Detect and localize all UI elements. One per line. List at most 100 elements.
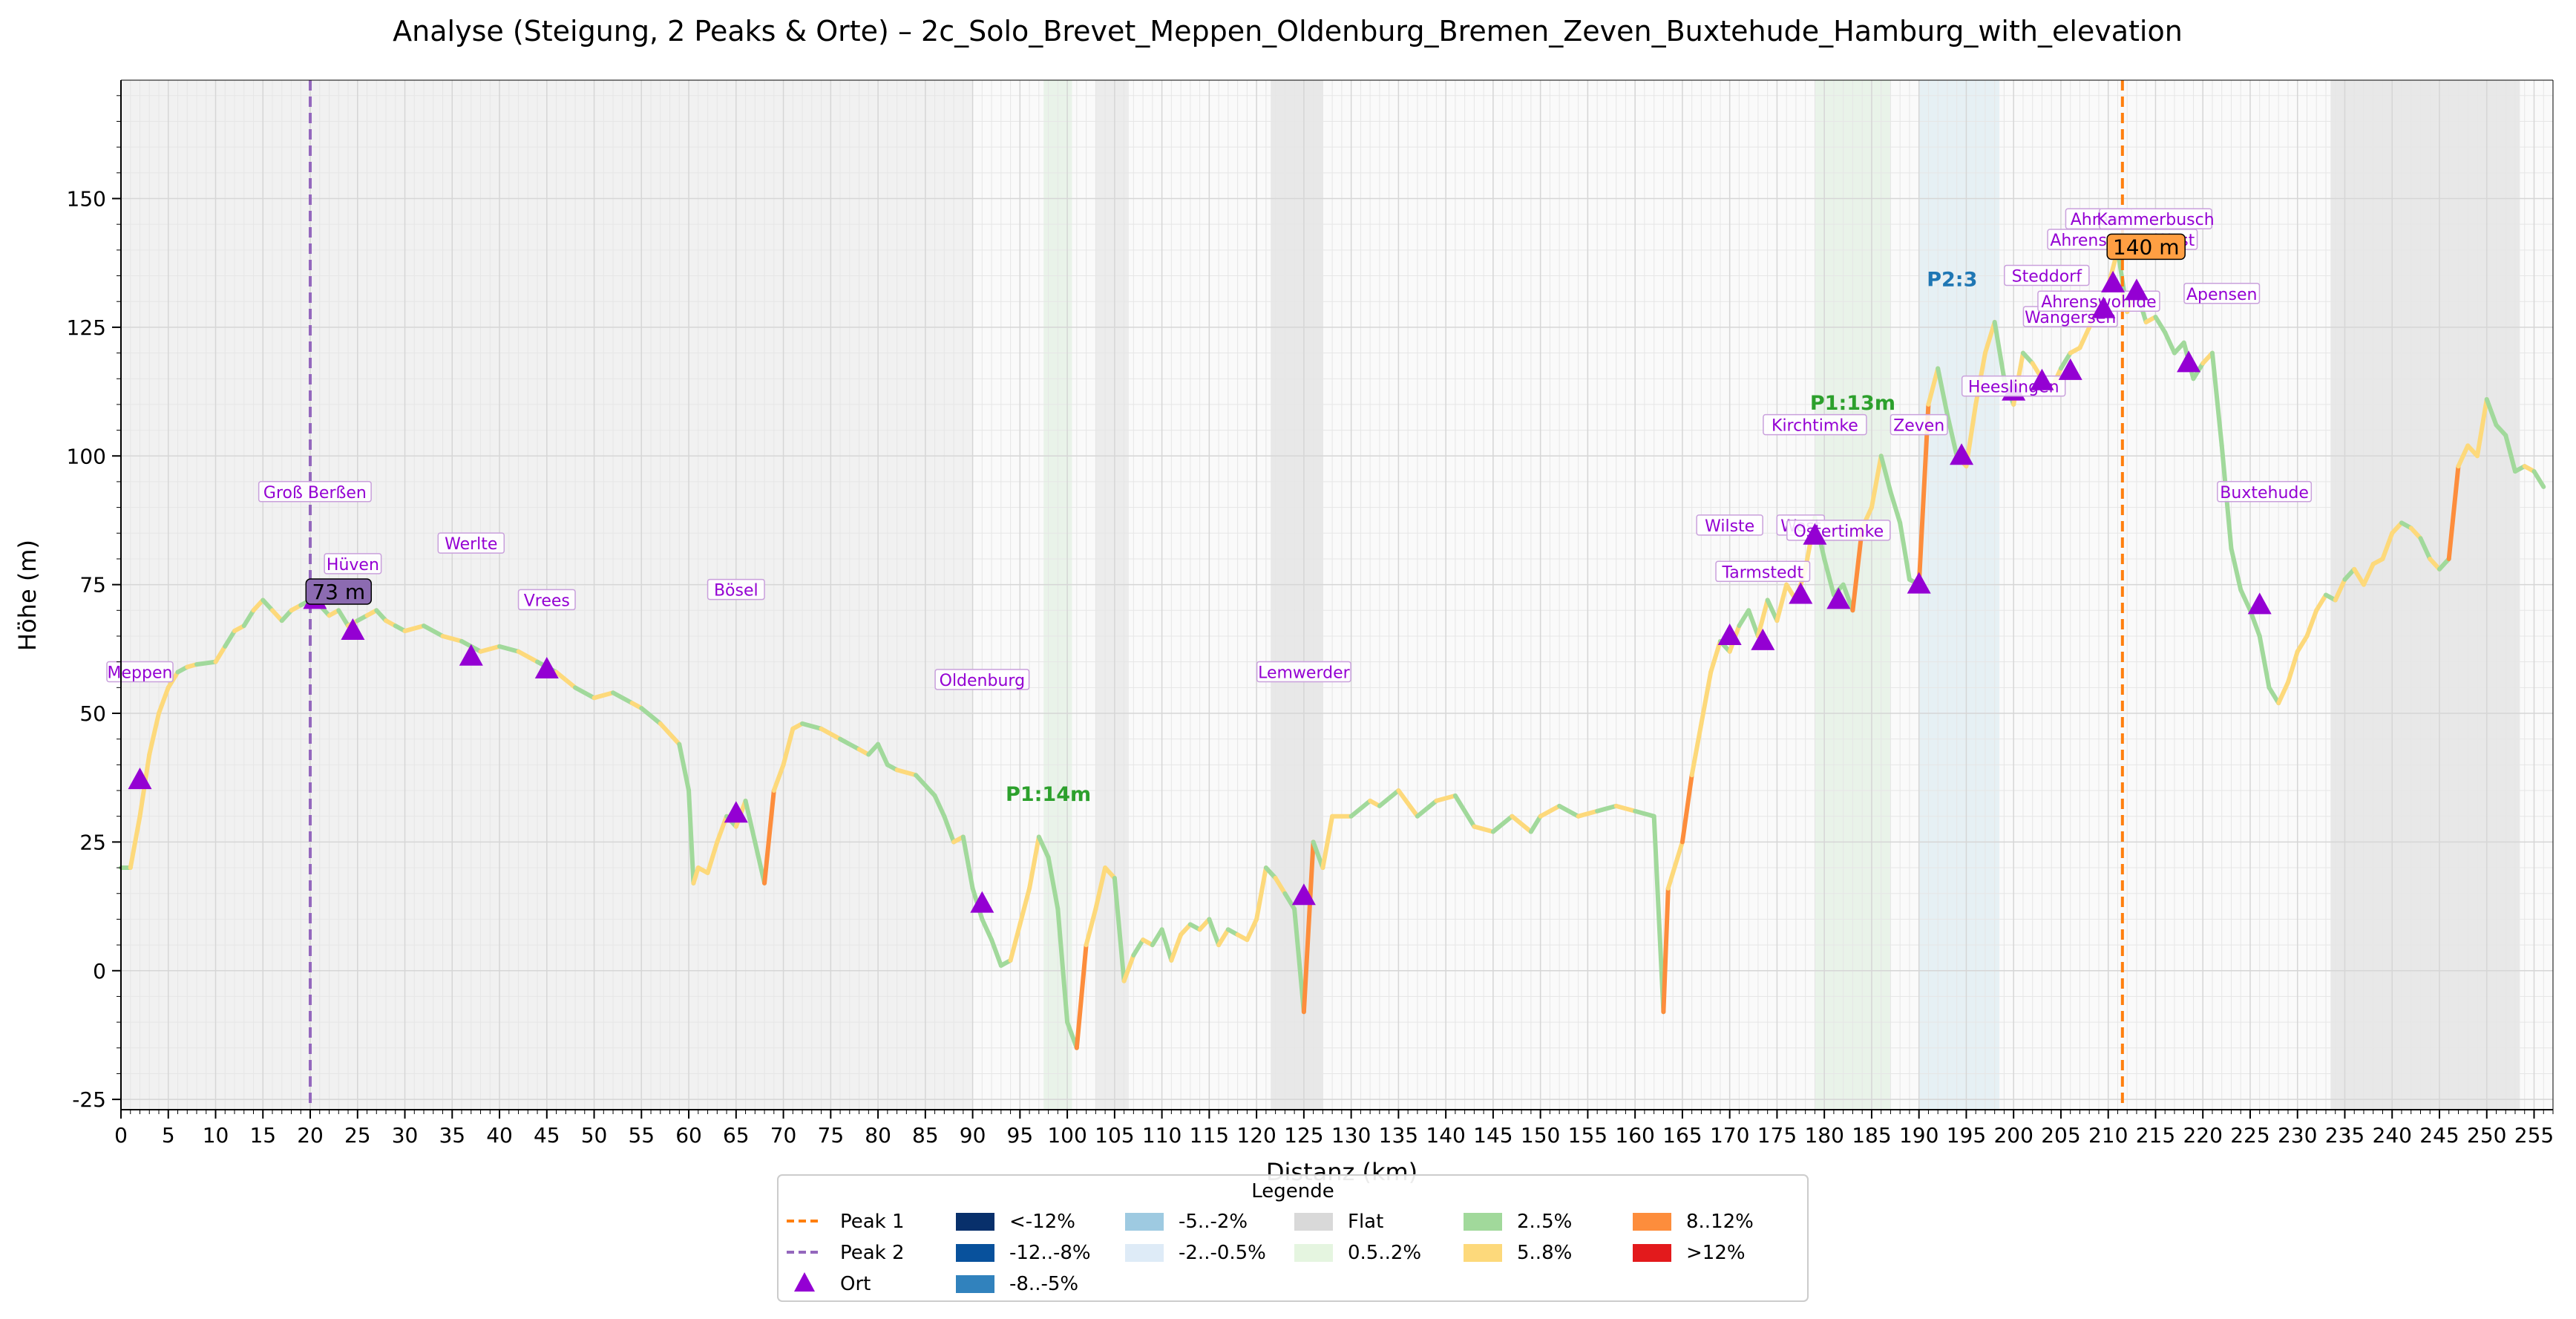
x-tick-label: 40 [486, 1123, 513, 1148]
x-tick-label: 160 [1615, 1123, 1654, 1148]
legend-swatch [1125, 1213, 1164, 1231]
y-tick-label: 50 [79, 701, 106, 726]
x-tick-label: 220 [2183, 1123, 2222, 1148]
x-tick-label: 115 [1190, 1123, 1229, 1148]
legend-swatch [1125, 1244, 1164, 1262]
x-tick-label: 20 [297, 1123, 324, 1148]
x-tick-label: 250 [2467, 1123, 2506, 1148]
y-tick-label: 150 [67, 187, 106, 212]
legend-swatch [956, 1244, 994, 1262]
x-tick-label: 255 [2514, 1123, 2554, 1148]
x-tick-label: 140 [1426, 1123, 1465, 1148]
x-tick-label: 190 [1899, 1123, 1938, 1148]
town-label: Apensen [2186, 286, 2257, 304]
x-tick-label: 10 [203, 1123, 229, 1148]
x-tick-label: 200 [1993, 1123, 2033, 1148]
x-tick-label: 170 [1710, 1123, 1749, 1148]
town-label: Meppen [108, 664, 173, 683]
town-label: Wilste [1705, 517, 1754, 536]
x-tick-label: 165 [1662, 1123, 1702, 1148]
legend-title: Legende [1251, 1180, 1334, 1202]
x-tick-label: 230 [2278, 1123, 2317, 1148]
legend-swatch [1464, 1244, 1502, 1262]
town-label: Zeven [1893, 417, 1944, 436]
town-label: Buxtehude [2220, 484, 2309, 503]
peak-tag: 140 m [2113, 235, 2180, 259]
x-tick-label: 25 [344, 1123, 371, 1148]
town-label: Lemwerder [1258, 664, 1351, 683]
x-tick-label: 120 [1236, 1123, 1276, 1148]
x-tick-label: 90 [960, 1123, 986, 1148]
y-tick-label: 0 [93, 959, 106, 983]
legend-swatch [1294, 1244, 1333, 1262]
legend-label: Ort [840, 1273, 871, 1295]
shaded-region [2330, 80, 2520, 1110]
legend-swatch [1294, 1213, 1333, 1231]
legend-label: 2..5% [1517, 1211, 1572, 1233]
peak-tag: 73 m [312, 580, 365, 604]
x-tick-label: 155 [1568, 1123, 1607, 1148]
x-tick-label: 35 [439, 1123, 465, 1148]
x-tick-label: 30 [392, 1123, 419, 1148]
x-tick-label: 185 [1852, 1123, 1891, 1148]
x-tick-label: 15 [249, 1123, 276, 1148]
legend-label: -5..-2% [1179, 1211, 1248, 1233]
legend-swatch [1633, 1213, 1671, 1231]
x-tick-label: 65 [723, 1123, 750, 1148]
x-tick-label: 0 [114, 1123, 128, 1148]
x-tick-label: 240 [2373, 1123, 2412, 1148]
x-tick-label: 195 [1947, 1123, 1986, 1148]
town-label: Kirchtimke [1772, 417, 1858, 436]
x-tick-label: 175 [1757, 1123, 1797, 1148]
legend-label: >12% [1686, 1242, 1746, 1264]
town-label: Werlte [445, 535, 497, 554]
town-label: Oldenburg [940, 672, 1025, 690]
climb-label: P1:13m [1810, 392, 1895, 415]
legend-label: <-12% [1009, 1211, 1075, 1233]
x-tick-label: 50 [581, 1123, 608, 1148]
x-tick-label: 150 [1521, 1123, 1560, 1148]
x-tick-label: 125 [1284, 1123, 1323, 1148]
town-label: Vrees [524, 592, 570, 610]
town-label: Groß Berßen [263, 484, 367, 503]
x-tick-label: 85 [912, 1123, 939, 1148]
x-tick-label: 60 [675, 1123, 702, 1148]
y-tick-label: 125 [67, 315, 106, 340]
town-label: Steddorf [2012, 268, 2083, 287]
x-tick-label: 205 [2041, 1123, 2080, 1148]
x-tick-label: 130 [1331, 1123, 1371, 1148]
legend-label: Peak 2 [840, 1242, 905, 1264]
legend-swatch [1464, 1213, 1502, 1231]
x-tick-label: 210 [2088, 1123, 2128, 1148]
x-tick-label: 75 [818, 1123, 845, 1148]
x-tick-label: 215 [2136, 1123, 2175, 1148]
legend-label: -8..-5% [1009, 1273, 1078, 1295]
profile-segment [197, 662, 216, 664]
climb-label: P1:14m [1006, 783, 1091, 806]
town-label: Hüven [327, 556, 379, 575]
town-label: Kammerbusch [2097, 211, 2214, 229]
y-tick-label: 25 [79, 830, 106, 854]
x-tick-label: 5 [162, 1123, 175, 1148]
legend-label: 5..8% [1517, 1242, 1572, 1264]
chart-title: Analyse (Steigung, 2 Peaks & Orte) – 2c_… [393, 15, 2183, 48]
town-label: Tarmstedt [1721, 563, 1803, 582]
y-tick-label: 100 [67, 444, 106, 468]
climb-label: P2:3 [1927, 268, 1977, 291]
legend-label: -2..-0.5% [1179, 1242, 1266, 1264]
town-label: Bösel [714, 582, 758, 600]
legend-swatch [1633, 1244, 1671, 1262]
x-tick-label: 70 [770, 1123, 797, 1148]
x-tick-label: 235 [2325, 1123, 2364, 1148]
legend-swatch [956, 1275, 994, 1293]
x-tick-label: 225 [2230, 1123, 2269, 1148]
x-tick-label: 100 [1047, 1123, 1087, 1148]
x-tick-label: 55 [628, 1123, 655, 1148]
x-tick-label: 145 [1473, 1123, 1513, 1148]
x-tick-label: 180 [1804, 1123, 1843, 1148]
legend: LegendePeak 1Peak 2Ort<-12%-12..-8%-8..-… [778, 1175, 1808, 1301]
x-tick-label: 110 [1142, 1123, 1182, 1148]
legend-label: -12..-8% [1009, 1242, 1091, 1264]
legend-label: 0.5..2% [1348, 1242, 1421, 1264]
